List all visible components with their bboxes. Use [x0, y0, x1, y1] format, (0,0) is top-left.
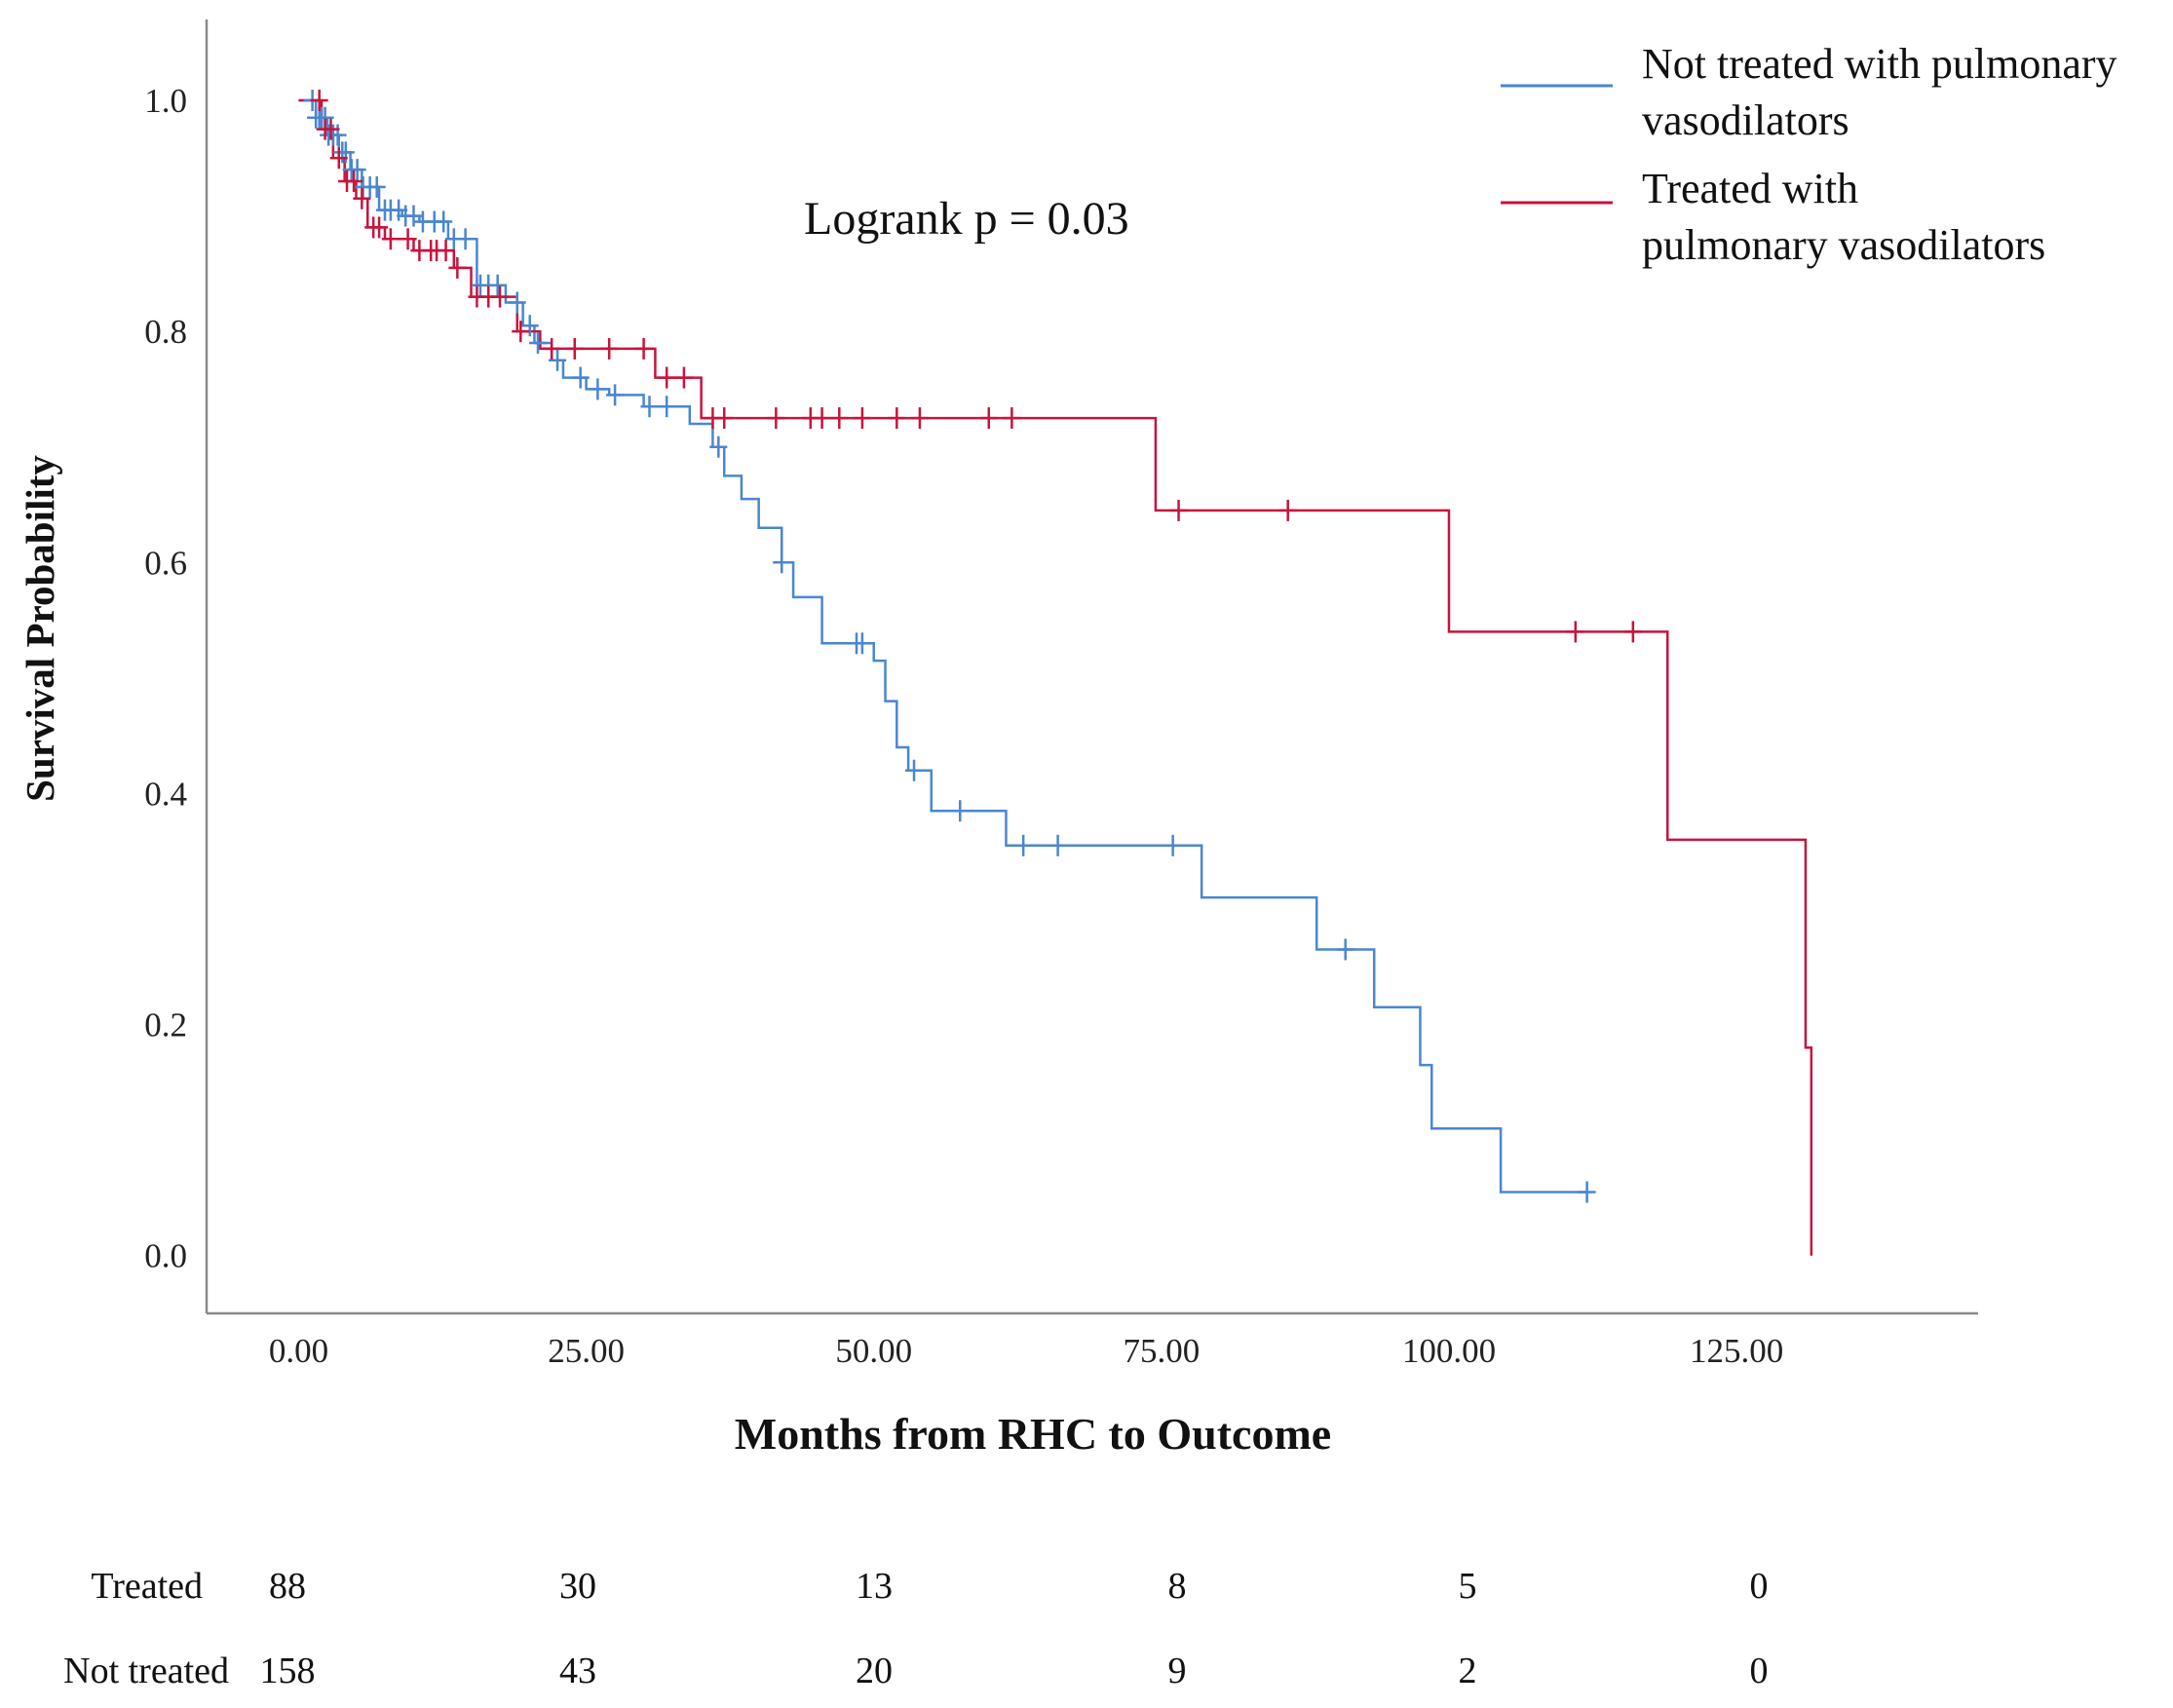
censor-mark-not-treated	[853, 632, 871, 655]
censor-mark-treated	[448, 256, 467, 279]
censor-mark-not-treated	[456, 228, 475, 250]
y-tick-label: 0.0	[144, 1237, 187, 1275]
risk-value-not-treated: 20	[856, 1651, 893, 1691]
censor-mark-treated	[1003, 407, 1021, 430]
censor-mark-treated	[1623, 621, 1642, 643]
censor-mark-not-treated	[709, 436, 728, 458]
censor-mark-treated	[381, 228, 400, 250]
censor-mark-treated	[322, 118, 340, 140]
censor-marks-layer	[303, 90, 1642, 1203]
x-tick-label: 75.00	[1123, 1332, 1200, 1370]
censor-mark-not-treated	[508, 291, 526, 314]
x-tick-label: 50.00	[835, 1332, 912, 1370]
censor-mark-treated	[979, 407, 998, 430]
legend-label-not-treated-line2: vasodilators	[1642, 96, 1849, 144]
censor-mark-treated	[370, 216, 389, 239]
censor-mark-treated	[910, 407, 929, 430]
censor-mark-not-treated	[1163, 834, 1182, 856]
x-tick-label: 25.00	[548, 1332, 625, 1370]
risk-value-treated: 13	[856, 1566, 893, 1607]
censor-mark-not-treated	[1578, 1181, 1596, 1203]
x-axis-title: Months from RHC to Outcome	[735, 1409, 1331, 1459]
risk-value-treated: 30	[559, 1566, 596, 1607]
y-tick-label: 0.8	[144, 313, 187, 351]
censor-mark-treated	[813, 407, 831, 430]
x-tick-label: 0.00	[269, 1332, 328, 1370]
censor-mark-treated	[437, 240, 455, 262]
censor-mark-treated	[674, 366, 693, 389]
censor-mark-not-treated	[1048, 834, 1067, 856]
y-tick-labels: 0.0 0.2 0.4 0.6 0.8 1.0	[144, 82, 187, 1275]
risk-value-not-treated: 2	[1459, 1651, 1477, 1691]
risk-value-treated: 8	[1168, 1566, 1187, 1607]
y-tick-label: 0.6	[144, 544, 187, 582]
risk-value-treated: 88	[269, 1566, 306, 1607]
risk-value-not-treated: 158	[260, 1651, 316, 1691]
censor-mark-treated	[767, 407, 785, 430]
y-tick-label: 0.2	[144, 1006, 187, 1044]
censor-mark-not-treated	[773, 551, 791, 574]
risk-value-treated: 5	[1459, 1566, 1477, 1607]
y-axis-title: Survival Probability	[18, 455, 62, 802]
risk-value-not-treated: 0	[1750, 1651, 1769, 1691]
logrank-annotation: Logrank p = 0.03	[804, 193, 1129, 245]
censor-mark-treated	[634, 337, 653, 360]
censor-mark-treated	[853, 407, 871, 430]
plot-area	[205, 19, 1978, 1315]
risk-value-not-treated: 9	[1168, 1651, 1187, 1691]
censor-mark-treated	[600, 337, 619, 360]
censor-mark-not-treated	[367, 175, 386, 198]
censor-mark-not-treated	[348, 159, 366, 181]
censor-mark-not-treated	[1014, 834, 1033, 856]
censor-mark-not-treated	[1336, 938, 1354, 961]
censor-mark-treated	[353, 187, 371, 209]
censor-mark-treated	[830, 407, 849, 430]
risk-row-label-treated: Treated	[91, 1566, 203, 1607]
censor-mark-treated	[543, 337, 561, 360]
censor-mark-not-treated	[951, 800, 970, 822]
censor-mark-not-treated	[640, 396, 659, 418]
legend-label-treated-line1: Treated with	[1642, 165, 1858, 212]
censor-mark-treated	[1169, 499, 1188, 521]
censor-mark-treated	[1278, 499, 1297, 521]
risk-row-label-not-treated: Not treated	[63, 1651, 229, 1691]
censor-mark-treated	[715, 407, 734, 430]
censor-mark-not-treated	[549, 349, 567, 371]
censor-mark-treated	[310, 90, 328, 111]
risk-value-treated: 0	[1750, 1566, 1769, 1607]
censor-mark-treated	[1566, 621, 1584, 643]
censor-mark-treated	[345, 171, 363, 192]
censor-mark-not-treated	[606, 384, 625, 406]
censor-mark-not-treated	[905, 759, 924, 781]
censor-mark-treated	[512, 321, 530, 343]
censor-mark-not-treated	[520, 315, 539, 337]
x-tick-labels: 0.00 25.00 50.00 75.00 100.00 125.00	[269, 1332, 1783, 1370]
x-tick-label: 125.00	[1690, 1332, 1783, 1370]
censor-mark-not-treated	[571, 366, 590, 389]
censor-mark-not-treated	[589, 378, 607, 400]
censor-mark-not-treated	[658, 396, 676, 418]
x-tick-label: 100.00	[1402, 1332, 1496, 1370]
y-tick-label: 1.0	[144, 82, 187, 120]
censor-mark-treated	[658, 366, 676, 389]
risk-value-not-treated: 43	[559, 1651, 596, 1691]
legend: Not treated with pulmonary vasodilators …	[1501, 40, 2117, 269]
censor-mark-treated	[491, 285, 510, 308]
legend-label-treated-line2: pulmonary vasodilators	[1642, 221, 2045, 269]
censor-mark-not-treated	[528, 332, 547, 354]
y-tick-label: 0.4	[144, 775, 187, 813]
censor-mark-treated	[329, 147, 348, 170]
censor-mark-not-treated	[404, 205, 423, 227]
censor-mark-treated	[565, 337, 584, 360]
censor-mark-treated	[399, 228, 417, 250]
censor-mark-not-treated	[488, 274, 507, 296]
legend-label-not-treated-line1: Not treated with pulmonary	[1642, 40, 2117, 88]
censor-mark-treated	[888, 407, 906, 430]
censor-mark-not-treated	[435, 210, 453, 233]
